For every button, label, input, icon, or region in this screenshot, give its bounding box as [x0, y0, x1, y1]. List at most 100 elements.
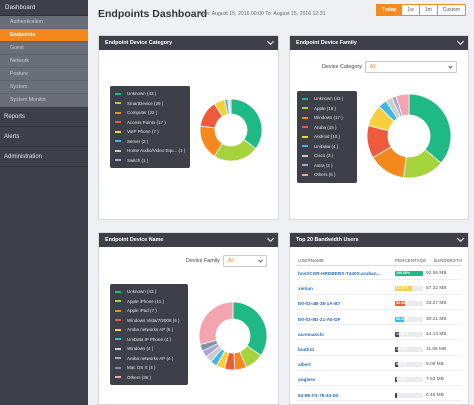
username-link[interactable]: D0-03-5D-21-A0-DF — [298, 316, 341, 322]
legend-item[interactable]: Mac OS X (4 ) — [115, 363, 183, 373]
legend-item[interactable]: Unknown (43 ) — [302, 94, 352, 104]
username-link[interactable]: albert — [298, 362, 311, 368]
sidebar-item-system[interactable]: System — [0, 81, 88, 94]
card-title: Endpoint Device Category — [105, 40, 173, 46]
legend-swatch — [302, 173, 308, 176]
legend-label: Computer (22 ) — [127, 110, 158, 116]
percentage-fill — [395, 316, 405, 322]
sidebar-item-network[interactable]: Network — [0, 55, 88, 68]
legend-item[interactable]: UniData (4 ) — [302, 142, 352, 152]
donut-slice-others[interactable] — [395, 93, 410, 117]
filter-label: Device Category — [322, 64, 362, 70]
percentage-bar: 100.00% — [395, 271, 423, 276]
percentage-fill — [395, 271, 423, 276]
device-family-select[interactable]: All — [222, 255, 267, 267]
sidebar-alerts[interactable]: Alerts — [0, 127, 88, 147]
device-category-filter: Device Category All — [322, 61, 457, 73]
chevron-down-icon[interactable] — [266, 234, 275, 243]
legend-item[interactable]: Computer (22 ) — [115, 108, 185, 118]
table-row: angleev 8.24% 7.63 MB — [296, 374, 462, 386]
legend-label: Aruba networks AP (5 ) — [127, 327, 174, 333]
legend-item[interactable]: Unknown (43 ) — [115, 89, 185, 99]
column-username[interactable]: USERNAME — [298, 258, 325, 263]
sidebar: Dashboard Authentication Endpoints Guest… — [0, 0, 88, 405]
percentage-fill — [395, 301, 406, 307]
legend-item[interactable]: Android (10 ) — [302, 132, 352, 142]
legend-swatch — [302, 164, 308, 167]
username-link[interactable]: budtisz — [298, 347, 315, 352]
legend-item[interactable]: UniData IP Phone (4 ) — [115, 335, 183, 345]
percentage-bar: 9.81% — [395, 362, 423, 368]
chevron-down-icon[interactable] — [456, 37, 465, 46]
donut-slice-switch[interactable] — [228, 98, 232, 115]
sidebar-item-posture[interactable]: Posture — [0, 68, 88, 81]
column-bandwidth[interactable]: BANDWIDTH — [434, 258, 462, 263]
username-link[interactable]: angleev — [298, 377, 316, 383]
legend-item[interactable]: Others (36 ) — [115, 373, 183, 383]
sidebar-item-system-monitor[interactable]: System Monitor — [0, 94, 88, 107]
percentage-fill — [395, 286, 413, 292]
legend-item[interactable]: VoIP Phone (7 ) — [115, 127, 185, 137]
card-device-family: Endpoint Device Family Device Category A… — [289, 35, 469, 220]
range-custom-button[interactable]: Custom — [436, 4, 466, 16]
legend-item[interactable]: Windows (4 ) — [115, 344, 183, 354]
legend-item[interactable]: Server (2 ) — [115, 137, 185, 147]
range-1w-button[interactable]: 1w — [401, 4, 420, 16]
legend-label: Mac OS X (4 ) — [127, 365, 156, 371]
legend-label: Aruba (15 ) — [314, 124, 337, 130]
table-row: xietian 61.87% 57.32 MB — [296, 283, 462, 295]
sidebar-administration[interactable]: Administration — [0, 147, 88, 167]
legend-item[interactable]: Aruba networks AP (5 ) — [115, 325, 183, 335]
legend-item[interactable]: Apple iPhone (11 ) — [115, 297, 183, 307]
donut-slice-others[interactable] — [198, 301, 234, 346]
chevron-down-icon[interactable] — [456, 234, 465, 243]
sidebar-reports[interactable]: Reports — [0, 107, 88, 127]
legend-item[interactable]: Cisco (3 ) — [302, 151, 352, 161]
legend-item[interactable]: SmartDevice (29 ) — [115, 99, 185, 109]
sidebar-item-authentication[interactable]: Authentication — [0, 16, 88, 29]
card-header: Endpoint Device Family — [290, 36, 468, 50]
device-category-select[interactable]: All — [364, 61, 457, 73]
username-link[interactable]: xietian — [298, 286, 313, 292]
donut-slice-unknown[interactable] — [232, 301, 268, 356]
donut-slice-unknown[interactable] — [408, 93, 452, 164]
legend-item[interactable]: Aruba networks AP (4 ) — [115, 354, 183, 364]
legend-swatch — [115, 121, 121, 124]
legend-item[interactable]: Apple iPad (7 ) — [115, 306, 183, 316]
range-1m-button[interactable]: 1m — [418, 4, 438, 16]
legend-item[interactable]: Others (6 ) — [302, 170, 352, 180]
legend-item[interactable]: Windows (17 ) — [302, 113, 352, 123]
column-percentage[interactable]: PERCENTAGE — [395, 258, 427, 263]
range-today-button[interactable]: Today — [376, 4, 403, 16]
bandwidth-value: 30.21 MB — [426, 316, 447, 322]
legend-item[interactable]: Apple (19 ) — [302, 104, 352, 114]
chevron-down-icon[interactable] — [266, 37, 275, 46]
percentage-text: 35.94% — [396, 301, 409, 306]
legend-item[interactable]: Aruba (15 ) — [302, 123, 352, 133]
legend-label: Home Audio/Video Equ... (1 ) — [127, 148, 185, 154]
username-link[interactable]: D0-03-4B-35-1A-B7 — [298, 301, 341, 307]
legend-item[interactable]: Astra (2 ) — [302, 161, 352, 171]
legend-item[interactable]: Home Audio/Video Equ... (1 ) — [115, 146, 185, 156]
sidebar-dashboard[interactable]: Dashboard — [0, 0, 88, 16]
sidebar-item-guest[interactable]: Guest — [0, 42, 88, 55]
legend-item[interactable]: Windows Vista/7/2008 (6 ) — [115, 316, 183, 326]
legend-label: VoIP Phone (7 ) — [127, 129, 159, 135]
legend-swatch — [115, 102, 121, 105]
legend-item[interactable]: Switch (1 ) — [115, 156, 185, 166]
legend-item[interactable]: Access Points (17 ) — [115, 118, 185, 128]
username-link[interactable]: 64-9E-F3-78-34-D0 — [298, 392, 339, 398]
legend-item[interactable]: Unknown (43 ) — [115, 287, 183, 297]
card-header: Endpoint Device Category — [99, 36, 278, 50]
table-row: budtisz 11.94% 11.06 MB — [296, 344, 462, 356]
legend-swatch — [115, 159, 121, 162]
percentage-fill — [395, 377, 398, 383]
sidebar-item-endpoints[interactable]: Endpoints — [0, 29, 88, 42]
bandwidth-value: 7.63 MB — [426, 377, 444, 383]
username-link[interactable]: acremaschi — [298, 331, 324, 337]
username-link[interactable]: host/COR-HRDBERS-T440S.aruban... — [298, 271, 381, 276]
legend-swatch — [115, 140, 121, 143]
card-title: Endpoint Device Name — [105, 237, 164, 243]
page-header: Endpoints Dashboard From: August 15, 201… — [88, 0, 474, 28]
legend-swatch — [115, 92, 121, 95]
